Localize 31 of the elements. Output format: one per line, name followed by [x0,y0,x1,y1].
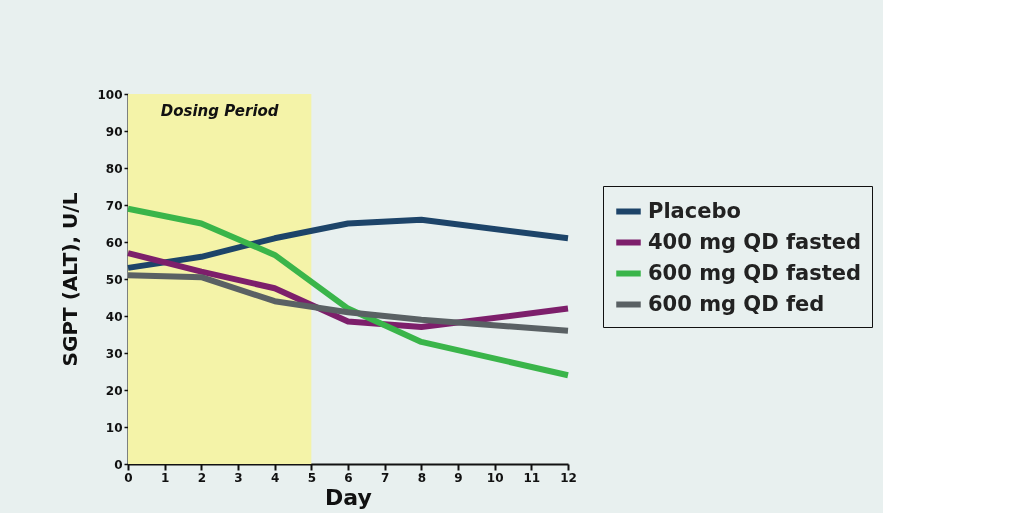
y-tick-label: 0 [114,457,123,472]
y-axis-title: SGPT (ALT), U/L [58,192,83,367]
y-tick-label: 50 [105,272,123,287]
legend-label: 400 mg QD fasted [648,229,862,254]
legend-label: Placebo [648,198,741,223]
y-tick-label: 10 [105,420,123,435]
y-tick-label: 60 [105,235,123,250]
x-tick-label: 0 [124,470,133,485]
x-tick-label: 3 [234,470,243,485]
y-tick-label: 20 [105,383,123,398]
x-tick-label: 5 [307,470,317,485]
x-tick-label: 7 [380,470,390,485]
y-tick-label: 90 [105,124,123,139]
y-tick-label: 30 [105,346,123,361]
x-tick-label: 4 [270,470,280,485]
x-tick-label: 12 [560,470,577,485]
x-axis-title: Day [325,484,372,510]
band-label: Dosing Period [160,102,279,120]
y-tick-label: 80 [105,161,123,176]
y-tick-label: 70 [105,198,123,213]
legend-label: 600 mg QD fasted [648,260,862,285]
x-tick-label: 8 [417,470,427,485]
x-tick-label: 11 [523,470,541,485]
x-tick-label: 6 [344,470,353,485]
x-tick-label: 1 [160,470,170,485]
x-tick-label: 9 [454,470,463,485]
y-tick-label: 100 [97,87,123,102]
x-tick-label: 10 [486,470,504,485]
y-tick-label: 40 [105,309,123,324]
legend-label: 600 mg QD fed [648,291,825,316]
x-tick-label: 2 [197,470,207,485]
